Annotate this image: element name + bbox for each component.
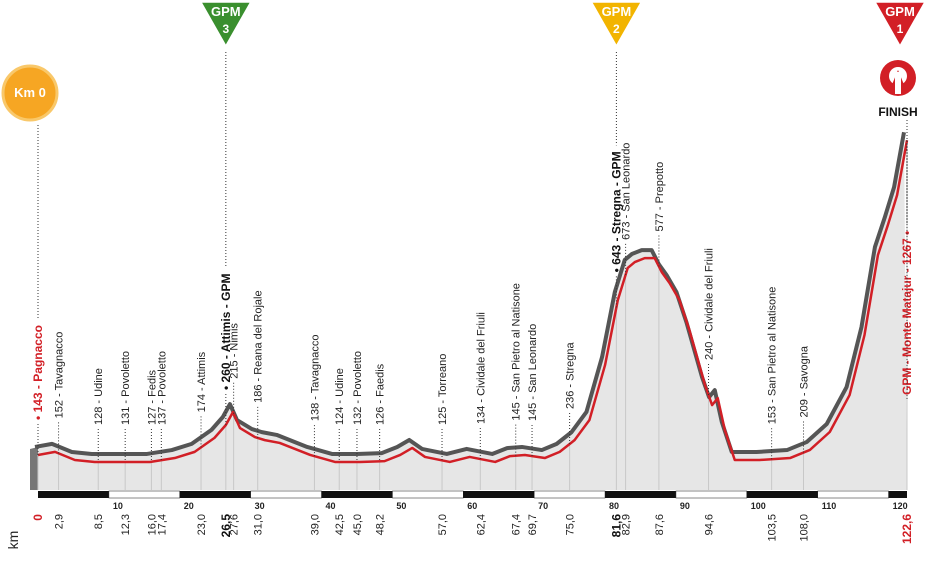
x-tick-label: 10 xyxy=(113,501,123,511)
km-bar-segment xyxy=(675,490,748,499)
waypoint-label: 132 - Povoletto xyxy=(352,351,364,425)
waypoint-km-label: 87,6 xyxy=(654,514,666,535)
x-tick-label: 110 xyxy=(822,501,837,511)
gpm-badge-category: 3 xyxy=(222,22,229,36)
waypoint-km-label: 75,0 xyxy=(565,514,577,535)
waypoint-label: • 143 - Pagnacco xyxy=(31,325,45,420)
waypoint-km-label: 2,9 xyxy=(54,514,66,529)
waypoint-km-label: 69,7 xyxy=(527,514,539,535)
waypoint-label: 577 - Prepotto xyxy=(654,162,666,232)
km-bar-segment xyxy=(392,490,464,499)
waypoint-label: 145 - San Leonardo xyxy=(527,324,539,421)
waypoint-label: 153 - San Pietro al Natisone xyxy=(767,287,779,425)
waypoint-km-label: 8,5 xyxy=(93,514,105,529)
waypoint-km-label: 39,0 xyxy=(309,514,321,535)
waypoint-km-label: 81,6 xyxy=(609,514,623,538)
waypoint-label: 186 - Reana del Rojale xyxy=(253,290,265,403)
start-badge xyxy=(1,64,59,122)
x-tick-label: 50 xyxy=(396,501,406,511)
waypoint-km-label: 12,3 xyxy=(120,514,132,535)
profile-line xyxy=(37,140,909,464)
start-badge-label: Km 0 xyxy=(14,85,46,100)
waypoint-label: 215 - Nimis xyxy=(229,323,241,379)
waypoint-km-label: 17,4 xyxy=(156,514,168,535)
waypoint-km-label: 103,5 xyxy=(767,514,779,542)
waypoint-km-label: 122,6 xyxy=(900,514,914,544)
waypoint-km-label: 48,2 xyxy=(375,514,387,535)
x-tick-label: 90 xyxy=(680,501,690,511)
waypoint-label: • 643 - Stregna - GPM xyxy=(609,151,623,272)
km-bar-segment xyxy=(179,491,251,498)
x-tick-label: 20 xyxy=(184,501,194,511)
x-tick-label: 70 xyxy=(538,501,548,511)
waypoint-km-label: 94,6 xyxy=(704,514,716,535)
waypoint-label: 128 - Udine xyxy=(93,368,105,425)
waypoint-label: 127 - Fedis xyxy=(146,369,158,425)
km-bar-segment xyxy=(605,491,676,498)
km-bar-segment xyxy=(746,491,818,498)
gpm-badge xyxy=(590,1,643,48)
x-tick-label: 60 xyxy=(467,501,477,511)
gpm-badge-label: GPM xyxy=(885,4,915,19)
waypoint-km-label: 45,0 xyxy=(352,514,364,535)
waypoint-km-label: 108,0 xyxy=(799,514,811,542)
waypoint-km-label: 62,4 xyxy=(475,514,487,535)
profile-area xyxy=(30,132,907,491)
km-bar-segment xyxy=(108,490,181,499)
gpm-badge-label: GPM xyxy=(211,4,241,19)
waypoint-label: 131 - Povoletto xyxy=(120,351,132,425)
waypoint-label: GPM - Monte Matajur - 1267 • xyxy=(900,231,914,395)
x-tick-label: 100 xyxy=(751,501,766,511)
waypoint-label: 152 - Tavagnacco xyxy=(54,332,66,419)
x-tick-label: 40 xyxy=(326,501,336,511)
finish-label: FINISH xyxy=(878,105,917,119)
x-tick-label: 30 xyxy=(255,501,265,511)
km-bar-segment xyxy=(321,491,393,498)
waypoint-label: 209 - Savogna xyxy=(799,345,811,417)
waypoint-label: • 260 - Attimis - GPM xyxy=(219,274,233,390)
waypoint-km-label: 67,4 xyxy=(511,514,523,535)
waypoint-label: 673 - San Leonardo xyxy=(621,143,633,240)
waypoint-label: 134 - Cividale del Friuli xyxy=(475,312,487,424)
x-tick-label: 120 xyxy=(893,501,908,511)
profile-edge xyxy=(30,446,38,490)
waypoint-label: 174 - Attimis xyxy=(196,351,208,412)
waypoint-label: 138 - Tavagnacco xyxy=(309,335,321,422)
waypoint-label: 240 - Cividale del Friuli xyxy=(704,248,716,360)
gpm-badge-category: 2 xyxy=(613,22,620,36)
gpm-badge-label: GPM xyxy=(602,4,632,19)
finish-icon xyxy=(880,60,916,96)
km-bar-end xyxy=(888,491,907,498)
gpm-badge xyxy=(199,1,253,48)
waypoint-km-label: 16,0 xyxy=(146,514,158,535)
km-bar-segment xyxy=(533,490,606,499)
waypoint-km-label: 42,5 xyxy=(334,514,346,535)
waypoint-label: 126 - Faedis xyxy=(375,363,387,425)
waypoint-label: 125 - Torreano xyxy=(437,354,449,425)
waypoint-km-label: 57,0 xyxy=(437,514,449,535)
profile-shadow-line xyxy=(34,131,906,456)
km-bar-segment xyxy=(817,490,889,499)
x-axis-label: km xyxy=(5,531,21,550)
waypoint-km-label: 82,9 xyxy=(621,514,633,535)
waypoint-km-label: 31,0 xyxy=(253,514,265,535)
waypoint-label: 236 - Stregna xyxy=(565,342,577,410)
x-tick-label: 80 xyxy=(609,501,619,511)
gpm-badge-category: 1 xyxy=(897,22,904,36)
waypoint-label: 145 - San Pietro al Natisone xyxy=(511,283,523,421)
waypoint-label: 137 - Povoletto xyxy=(156,351,168,425)
km-bar-segment xyxy=(250,490,322,499)
km-bar-segment xyxy=(38,491,109,498)
gpm-badge xyxy=(873,1,925,48)
waypoint-km-label: 26,5 xyxy=(219,514,233,538)
waypoint-km-label: 23,0 xyxy=(196,514,208,535)
waypoint-km-label: 27,6 xyxy=(229,514,241,535)
waypoint-label: 124 - Udine xyxy=(334,368,346,425)
waypoint-km-label: 0 xyxy=(31,514,45,521)
km-bar-segment xyxy=(463,491,535,498)
